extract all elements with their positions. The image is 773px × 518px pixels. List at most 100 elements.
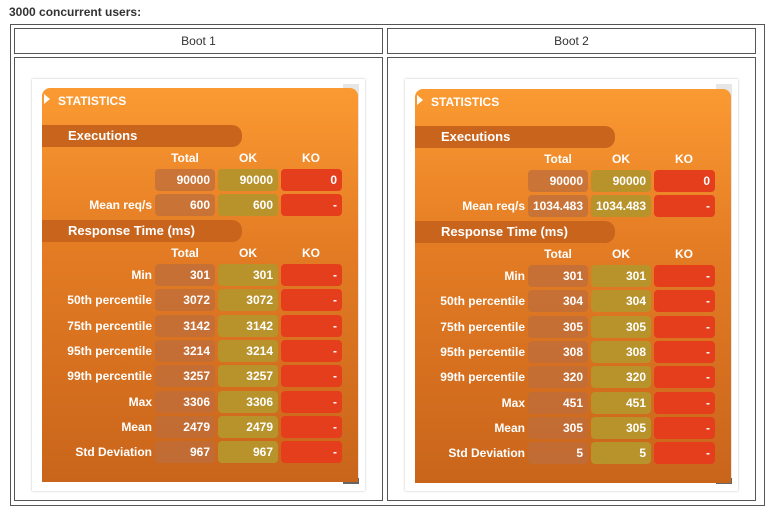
value-ko: - — [281, 365, 342, 388]
value-ko: 0 — [281, 169, 342, 191]
value-ko: - — [281, 415, 342, 438]
row-label: 99th percentile — [440, 370, 525, 385]
value-ok: 3306 — [218, 390, 278, 413]
boot-header: Boot 2 — [387, 28, 756, 54]
value-ok: 1034.483 — [591, 195, 651, 218]
value-total: 1034.483 — [528, 195, 588, 218]
value-total: 305 — [528, 315, 588, 338]
value-ok: 451 — [591, 391, 651, 414]
value-total: 301 — [528, 265, 588, 287]
row-label: 75th percentile — [440, 319, 525, 334]
row-label: Std Deviation — [75, 445, 152, 460]
value-ok: 2479 — [218, 415, 278, 438]
row-label: 99th percentile — [67, 369, 152, 384]
value-total: 3142 — [155, 314, 215, 337]
value-ok: 301 — [591, 265, 651, 287]
statistics-title: STATISTICS — [431, 95, 500, 109]
value-total: 3214 — [155, 339, 215, 362]
value-ok: 3257 — [218, 365, 278, 388]
statistics-toggle[interactable]: STATISTICS — [415, 89, 535, 113]
value-ko: 0 — [654, 170, 715, 192]
value-ko: - — [654, 290, 715, 313]
row-label: Mean req/s — [462, 199, 525, 214]
column-header-ko: KO — [302, 151, 320, 165]
value-ok: 5 — [591, 442, 651, 465]
value-total: 5 — [528, 442, 588, 465]
value-ok: 90000 — [218, 169, 278, 191]
column-header-ok: OK — [612, 152, 630, 166]
value-ok: 304 — [591, 290, 651, 313]
column-header-ko: KO — [302, 246, 320, 260]
row-label: Min — [131, 268, 152, 282]
value-ko: - — [281, 289, 342, 312]
row-label: Max — [128, 394, 152, 409]
value-ok: 3142 — [218, 314, 278, 337]
value-ko: - — [281, 339, 342, 362]
statistics-card: STATISTICS Executions Response Time (ms) To… — [32, 79, 365, 491]
value-total: 90000 — [155, 169, 215, 191]
boot-cell: STATISTICS Executions Response Time (ms) To… — [14, 57, 383, 501]
row-label: Std Deviation — [448, 446, 525, 461]
value-ok: 3214 — [218, 339, 278, 362]
boot-header: Boot 1 — [14, 28, 383, 54]
column-header-ok: OK — [612, 247, 630, 261]
value-ok: 301 — [218, 264, 278, 286]
value-ok: 305 — [591, 416, 651, 439]
results-table: Boot 1 STATISTICS Executions Response Time … — [10, 24, 765, 506]
value-total: 304 — [528, 290, 588, 313]
row-label: Mean — [121, 419, 152, 434]
value-ok: 320 — [591, 366, 651, 389]
value-total: 301 — [155, 264, 215, 286]
row-label: 95th percentile — [440, 344, 525, 359]
column-header-ok: OK — [239, 151, 257, 165]
row-label: 75th percentile — [67, 318, 152, 333]
value-ko: - — [654, 391, 715, 414]
value-total: 3257 — [155, 365, 215, 388]
column-header-total: Total — [171, 151, 199, 165]
value-ok: 3072 — [218, 289, 278, 312]
value-ko: - — [654, 416, 715, 439]
column-header-ko: KO — [675, 152, 693, 166]
statistics-card: STATISTICS Executions Response Time (ms) To… — [405, 79, 738, 491]
value-ko: - — [281, 390, 342, 413]
value-ok: 90000 — [591, 170, 651, 192]
value-ko: - — [654, 265, 715, 287]
value-total: 320 — [528, 366, 588, 389]
row-label: 95th percentile — [67, 343, 152, 358]
statistics-toggle[interactable]: STATISTICS — [42, 88, 162, 112]
value-ok: 305 — [591, 315, 651, 338]
statistics-panel: STATISTICS Executions Response Time (ms) To… — [415, 89, 731, 483]
value-total: 305 — [528, 416, 588, 439]
column-header-total: Total — [544, 247, 572, 261]
triangle-right-icon — [44, 94, 50, 104]
statistics-title: STATISTICS — [58, 94, 127, 108]
column-header-ok: OK — [239, 246, 257, 260]
value-total: 90000 — [528, 170, 588, 192]
row-label: Mean — [494, 420, 525, 435]
value-total: 451 — [528, 391, 588, 414]
value-total: 600 — [155, 194, 215, 217]
column-header-total: Total — [171, 246, 199, 260]
value-ko: - — [281, 314, 342, 337]
value-total: 3306 — [155, 390, 215, 413]
row-label: Mean req/s — [89, 198, 152, 213]
executions-header: Executions — [42, 125, 242, 147]
executions-header: Executions — [415, 126, 615, 148]
column-header-total: Total — [544, 152, 572, 166]
row-label: Min — [504, 269, 525, 283]
value-ko: - — [281, 194, 342, 217]
row-label: 50th percentile — [67, 293, 152, 308]
triangle-right-icon — [417, 95, 423, 105]
value-ko: - — [281, 264, 342, 286]
row-label: 50th percentile — [440, 294, 525, 309]
value-total: 308 — [528, 340, 588, 363]
boot-cell: STATISTICS Executions Response Time (ms) To… — [387, 57, 756, 501]
value-ko: - — [654, 366, 715, 389]
value-total: 2479 — [155, 415, 215, 438]
column-header-ko: KO — [675, 247, 693, 261]
value-ko: - — [654, 195, 715, 218]
value-ok: 308 — [591, 340, 651, 363]
value-total: 967 — [155, 441, 215, 464]
response-time-header: Response Time (ms) — [415, 221, 615, 243]
page-caption: 3000 concurrent users: — [9, 5, 142, 19]
